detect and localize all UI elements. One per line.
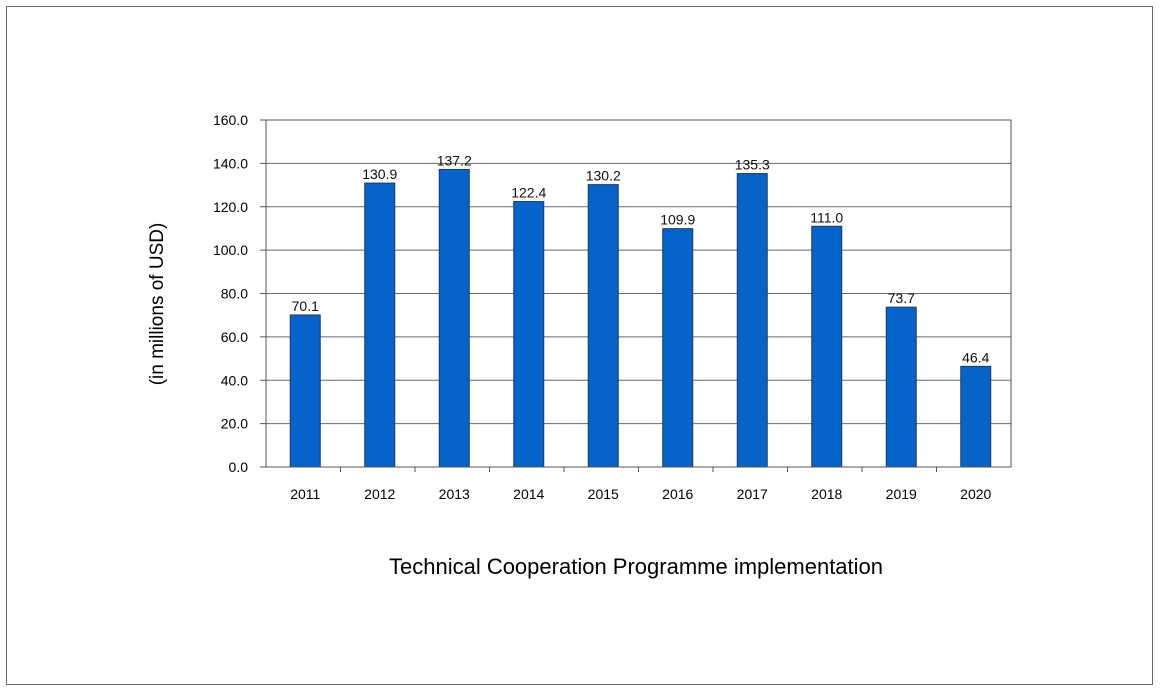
y-tick-label: 40.0	[221, 372, 248, 388]
x-tick-label: 2011	[290, 486, 320, 502]
x-tick-label: 2020	[960, 486, 991, 502]
y-tick-label: 160.0	[213, 112, 248, 128]
y-tick-label: 120.0	[213, 199, 248, 215]
bar-2012	[364, 182, 396, 468]
bar-2018	[811, 225, 843, 468]
data-label: 130.2	[586, 168, 621, 184]
data-label: 46.4	[962, 349, 989, 365]
bar-2019	[885, 306, 917, 468]
bar-2017	[736, 173, 768, 468]
bar-2016	[662, 228, 694, 468]
x-axis-title: Technical Cooperation Programme implemen…	[389, 554, 883, 579]
y-tick-label: 140.0	[213, 155, 248, 171]
data-label: 122.4	[511, 185, 546, 201]
x-tick-label: 2016	[662, 486, 693, 502]
x-tick-label: 2017	[737, 486, 768, 502]
axes	[260, 119, 1012, 472]
y-tick-label: 80.0	[221, 286, 248, 302]
data-label: 137.2	[437, 152, 472, 168]
x-tick-label: 2013	[439, 486, 470, 502]
x-tick-label: 2019	[886, 486, 917, 502]
y-tick-label: 20.0	[221, 416, 248, 432]
data-label: 73.7	[888, 290, 915, 306]
y-tick-label: 100.0	[213, 242, 248, 258]
y-axis-label: (in millions of USD)	[147, 223, 168, 386]
y-tick-label: 60.0	[221, 329, 248, 345]
x-tick-label: 2012	[364, 486, 395, 502]
y-tick-label: 0.0	[229, 459, 249, 475]
y-tick-labels: 0.0 20.0 40.0 60.0 80.0 100.0 120.0 140.0 160.0	[213, 112, 248, 475]
data-label: 130.9	[362, 166, 397, 182]
chart-frame	[6, 6, 1153, 685]
data-labels: 70.1 130.9 137.2 122.4 130.2 109.9 135.3 111.0 7…	[292, 152, 990, 365]
x-tick-label: 2015	[588, 486, 619, 502]
bar-2014	[513, 201, 545, 468]
data-label: 109.9	[660, 212, 695, 228]
bar-2020	[960, 365, 992, 468]
data-label: 135.3	[735, 157, 770, 173]
x-tick-labels: 2011 2012 2013 2014 2015 2016 2017 2018 2019 2020	[290, 486, 991, 502]
bars	[289, 168, 992, 468]
bar-2015	[587, 184, 619, 468]
x-tick-label: 2014	[513, 486, 544, 502]
bar-2011	[289, 314, 321, 468]
bar-2013	[438, 168, 470, 468]
x-tick-label: 2018	[811, 486, 842, 502]
data-label: 111.0	[810, 209, 843, 225]
data-label: 70.1	[292, 298, 319, 314]
